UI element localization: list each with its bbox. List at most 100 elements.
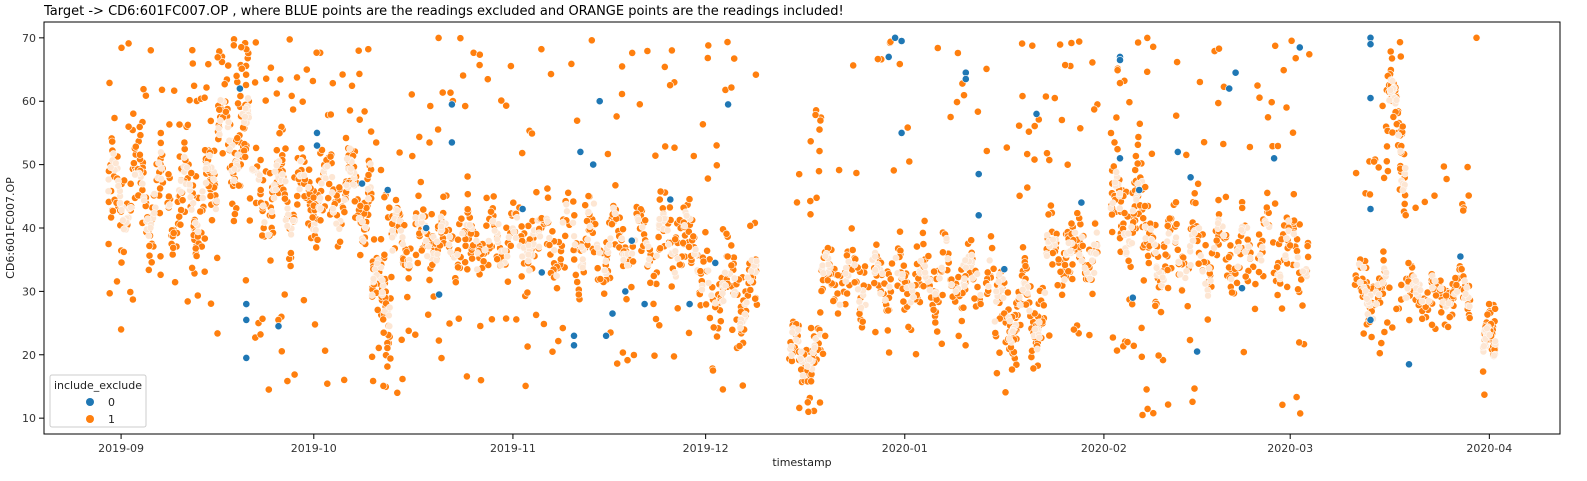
point-included-core [317,179,326,188]
point-included [523,342,532,351]
point-included [411,330,420,339]
point-included [1151,301,1160,310]
point-included [1064,267,1073,276]
point-included [1045,156,1054,164]
point-included [355,70,364,78]
point-included [241,152,250,161]
point-included-core [1109,199,1117,207]
point-included [1480,390,1489,399]
point-included [1113,145,1122,154]
point-included [666,81,674,90]
point-included [701,228,710,237]
point-included [1001,388,1010,397]
point-included-core [571,241,579,249]
point-included [1134,133,1143,141]
point-included [506,62,515,70]
point-included [438,88,447,97]
point-included [699,257,708,266]
point-included-core [445,241,453,249]
point-included [1045,331,1054,340]
point-included [233,134,242,143]
point-included [699,120,707,129]
point-excluded [711,258,720,267]
point-excluded [1366,94,1375,102]
point-excluded [602,331,610,340]
point-included [213,253,222,262]
point-included-core [399,240,407,248]
point-included [1132,152,1140,160]
point-included [1002,143,1011,152]
point-included [1063,160,1072,169]
point-included [547,70,555,78]
point-included [537,45,546,54]
point-excluded [242,315,251,324]
point-included [1154,351,1163,360]
point-included [445,319,454,328]
point-included [919,228,927,237]
point-included [706,314,714,322]
point-included [113,277,121,286]
point-included [1183,302,1192,311]
point-included-core [550,246,558,254]
point-included [175,120,184,129]
point-included-core [199,194,207,202]
point-excluded [1077,198,1086,207]
point-included-core [1490,351,1498,360]
point-included [206,117,215,125]
point-included-core [803,362,812,370]
point-included-core [1043,252,1051,260]
point-included-core [234,151,242,159]
point-included [1397,280,1406,289]
point-included-core [992,287,1000,296]
point-included [1088,289,1097,298]
point-included [493,255,502,264]
point-included-core [191,219,200,227]
point-included-core [704,266,712,275]
point-included-core [855,298,863,306]
point-included-core [241,104,250,113]
point-included-core [1359,263,1368,272]
point-included [509,198,518,207]
point-excluded [1116,56,1124,64]
point-included-core [361,223,370,232]
point-included-core [818,261,827,270]
point-included [954,49,962,57]
point-included [1294,285,1302,294]
point-included-core [931,290,940,298]
point-included [1278,304,1286,313]
point-included-core [1416,286,1424,294]
point-included [287,92,296,100]
point-excluded [666,195,675,204]
point-included-core [850,261,859,269]
point-included [596,275,605,283]
point-included-core [1043,231,1051,239]
point-included [1200,138,1208,147]
point-included-core [936,274,944,283]
x-tick-label: 2020-01 [882,442,928,455]
point-included-core [194,227,202,236]
point-included [1367,333,1376,341]
point-included [613,359,622,368]
point-included [1295,220,1304,229]
x-tick-label: 2020-02 [1081,442,1127,455]
point-included-core [1065,239,1073,247]
point-included [293,73,301,82]
point-included [1120,209,1129,217]
point-included [1243,235,1252,244]
point-included-core [120,225,128,233]
point-included-core [180,153,189,161]
point-included [326,152,335,161]
point-included [661,142,670,151]
point-included [377,166,385,174]
point-included [370,235,378,244]
point-included-core [545,234,553,242]
point-included-core [878,269,887,277]
point-included-core [942,234,951,243]
point-included-core [1461,290,1470,298]
point-included [283,377,292,385]
point-included [321,346,329,355]
point-included [379,328,388,337]
point-included [833,289,842,298]
point-included [967,236,976,245]
point-included [728,325,737,334]
